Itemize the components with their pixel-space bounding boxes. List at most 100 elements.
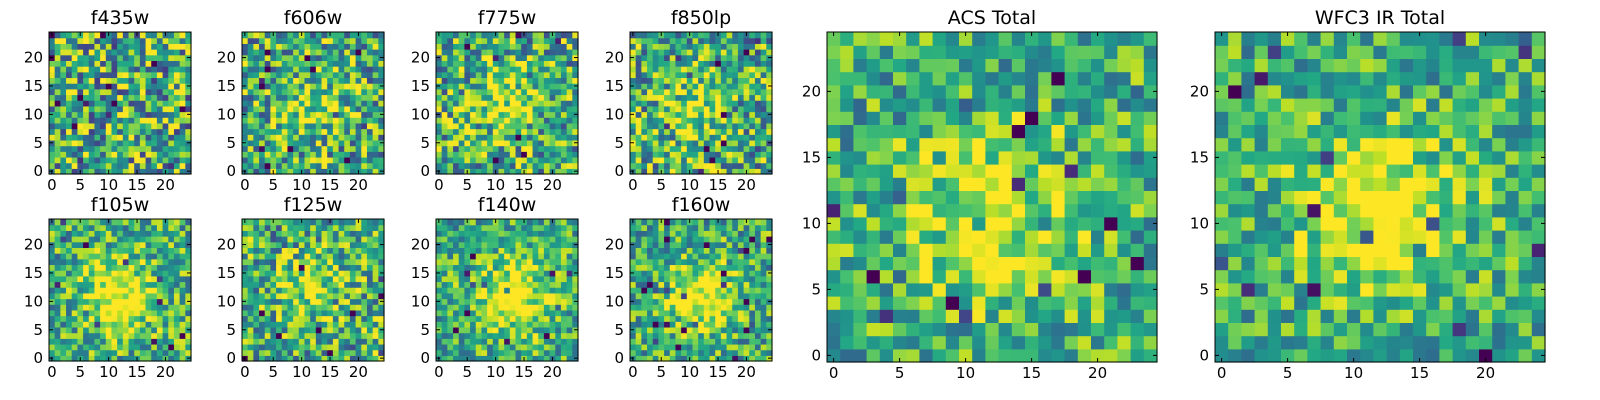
heatmap-cell	[54, 32, 61, 39]
heatmap-cell	[664, 134, 671, 141]
heatmap-cell	[361, 83, 368, 90]
heatmap-cell	[754, 309, 762, 317]
heatmap-cell	[327, 264, 334, 271]
heatmap-cell	[538, 224, 545, 231]
heatmap-cell	[686, 49, 694, 56]
heatmap-cell	[749, 32, 756, 39]
heatmap-cell	[464, 253, 471, 260]
heatmap-cell	[635, 49, 642, 56]
heatmap-cell	[737, 122, 745, 130]
heatmap-cell	[247, 355, 254, 362]
heatmap-cell	[185, 122, 192, 130]
heatmap-cell	[276, 292, 283, 300]
heatmap-cell	[100, 349, 107, 356]
heatmap-cell	[453, 66, 460, 73]
heatmap-cell	[521, 83, 528, 90]
heatmap-cell	[259, 128, 266, 135]
heatmap-cell	[179, 88, 186, 96]
heatmap-cell	[726, 145, 733, 152]
heatmap-cell	[447, 258, 454, 266]
heatmap-cell	[77, 145, 84, 152]
heatmap-cell	[173, 332, 181, 339]
heatmap-cell	[509, 168, 517, 175]
x-tick-label: 0	[434, 363, 444, 381]
heatmap-cell	[698, 332, 705, 339]
heatmap-cell	[749, 105, 756, 113]
heatmap-cell	[453, 32, 460, 39]
heatmap-cell	[732, 145, 739, 152]
heatmap-cell	[162, 60, 169, 67]
heatmap-cell	[315, 275, 323, 283]
heatmap-cell	[458, 83, 465, 90]
heatmap-cell	[134, 264, 141, 271]
heatmap-cell	[664, 162, 671, 169]
heatmap-cell	[652, 49, 659, 56]
heatmap-cell	[111, 275, 118, 283]
heatmap-cell	[100, 66, 107, 73]
heatmap-cell	[754, 88, 762, 96]
heatmap-cell	[54, 60, 61, 67]
heatmap-cell	[526, 162, 534, 169]
heatmap-cell	[709, 71, 716, 79]
heatmap-cell	[94, 168, 101, 175]
heatmap-cell	[566, 134, 573, 141]
heatmap-cell	[743, 66, 750, 73]
heatmap-cell	[304, 94, 311, 101]
heatmap-cell	[344, 321, 351, 328]
heatmap-cell	[173, 241, 181, 248]
heatmap-cell	[264, 281, 271, 288]
heatmap-cell	[504, 332, 511, 339]
heatmap-cell	[270, 43, 277, 50]
heatmap-cell	[122, 117, 130, 124]
heatmap-cell	[732, 32, 739, 39]
heatmap-cell	[458, 156, 465, 164]
heatmap-cell	[134, 304, 141, 311]
heatmap-cell	[453, 298, 460, 305]
heatmap-cell	[293, 304, 300, 311]
heatmap-cell	[630, 281, 637, 288]
heatmap-cell	[555, 326, 562, 334]
heatmap-cell	[54, 54, 61, 61]
heatmap-cell	[332, 338, 340, 345]
heatmap-cell	[332, 241, 340, 248]
heatmap-cell	[162, 105, 169, 113]
heatmap-cell	[304, 145, 311, 152]
heatmap-cell	[658, 100, 665, 107]
heatmap-cell	[355, 287, 362, 294]
heatmap-cell	[264, 151, 271, 158]
heatmap-cell	[372, 236, 379, 243]
heatmap-cell	[298, 275, 306, 283]
heatmap-cell	[686, 128, 694, 135]
heatmap-cell	[349, 128, 357, 135]
heatmap-cell	[134, 315, 141, 322]
heatmap-cell	[669, 77, 677, 84]
heatmap-cell	[470, 287, 477, 294]
heatmap-cell	[453, 162, 460, 169]
heatmap-cell	[732, 162, 739, 169]
heatmap-cell	[344, 168, 351, 175]
heatmap-cell	[538, 315, 545, 322]
axes-frame	[629, 31, 773, 175]
heatmap-cell	[652, 122, 659, 130]
heatmap-cell	[538, 236, 545, 243]
heatmap-cell	[344, 156, 351, 164]
heatmap-cell	[458, 151, 465, 158]
heatmap-cell	[344, 253, 351, 260]
heatmap-cell	[464, 236, 471, 243]
heatmap-cell	[134, 134, 141, 141]
heatmap-cell	[737, 100, 745, 107]
heatmap-cell	[572, 145, 579, 152]
heatmap-cell	[304, 236, 311, 243]
heatmap-cell	[179, 247, 186, 254]
heatmap-cell	[185, 94, 192, 101]
heatmap-cell	[720, 156, 728, 164]
heatmap-cell	[698, 156, 705, 164]
heatmap-cell	[453, 270, 460, 277]
heatmap-cell	[361, 219, 368, 226]
heatmap-cell	[453, 236, 460, 243]
heatmap-cell	[253, 88, 260, 96]
heatmap-cell	[111, 54, 118, 61]
heatmap-cell	[315, 292, 323, 300]
heatmap-cell	[361, 349, 368, 356]
heatmap-cell	[361, 224, 368, 231]
